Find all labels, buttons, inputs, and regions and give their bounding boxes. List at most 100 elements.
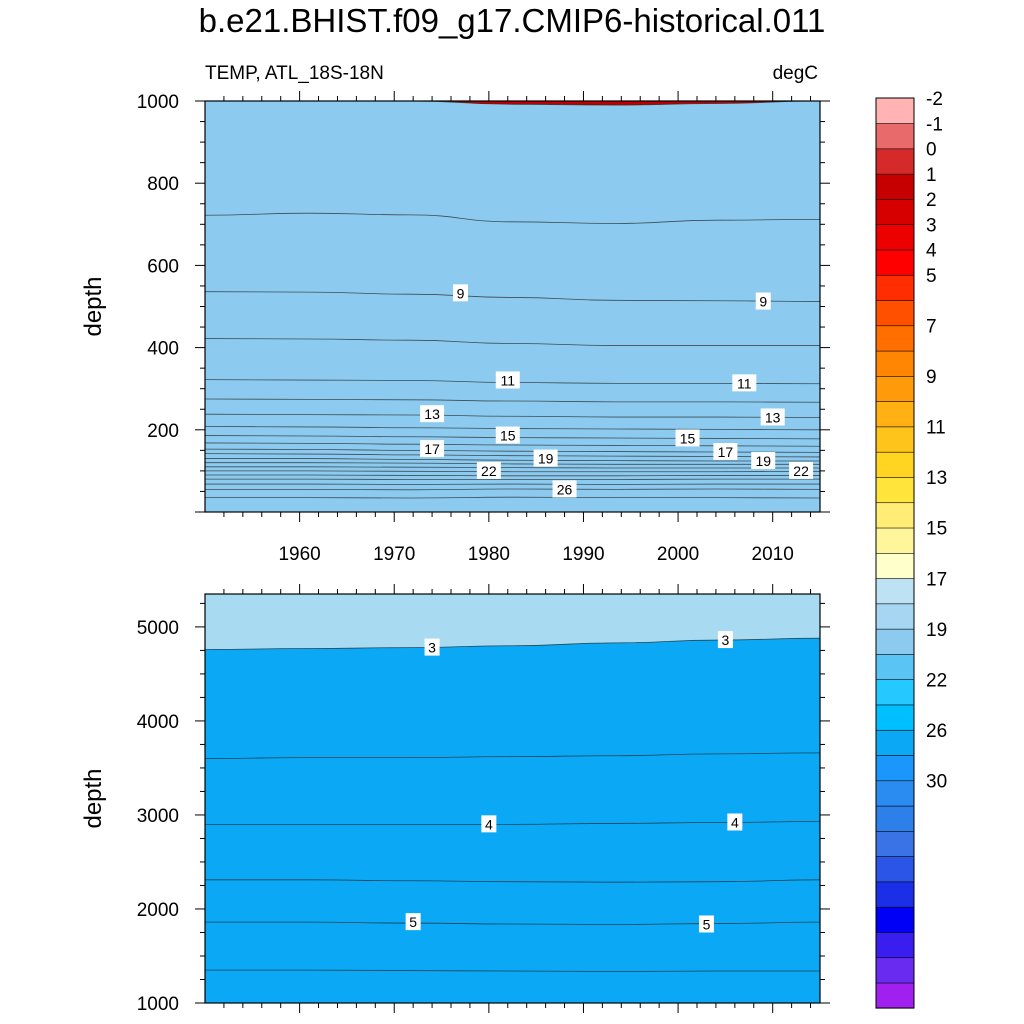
svg-text:9: 9 xyxy=(457,285,465,301)
colorbar-swatch xyxy=(875,957,915,984)
colorbar-swatch xyxy=(875,856,915,883)
isotherm-line xyxy=(205,212,820,224)
colorbar-swatch xyxy=(875,552,915,579)
contour-label: 13 xyxy=(760,408,785,426)
svg-text:5: 5 xyxy=(703,916,711,932)
x-tick-label: 2000 xyxy=(657,544,699,565)
svg-text:13: 13 xyxy=(424,406,440,422)
colorbar-swatch xyxy=(875,628,915,655)
colorbar-swatch xyxy=(875,881,915,908)
colorbar-swatch xyxy=(875,451,915,478)
isotherm-line xyxy=(205,969,820,972)
contour-label: 9 xyxy=(755,292,771,310)
svg-text:4: 4 xyxy=(485,816,493,832)
isotherm-line xyxy=(205,462,820,465)
svg-text:26: 26 xyxy=(557,481,573,497)
contour-label: 11 xyxy=(732,374,757,392)
colorbar-swatch xyxy=(875,780,915,807)
svg-text:22: 22 xyxy=(481,463,497,479)
svg-text:15: 15 xyxy=(500,428,516,444)
contour-label: 22 xyxy=(789,461,814,479)
contour-label: 15 xyxy=(495,426,520,444)
y-tick-label: 200 xyxy=(147,421,179,442)
y-axis-label: depth xyxy=(80,768,107,828)
y-tick-label: 3000 xyxy=(137,806,179,827)
colorbar-label: 0 xyxy=(926,140,937,161)
contour-label: 3 xyxy=(717,631,733,649)
colorbar-label: -2 xyxy=(926,89,943,110)
colorbar-swatch xyxy=(875,729,915,756)
svg-text:13: 13 xyxy=(765,409,781,425)
svg-text:3: 3 xyxy=(428,640,436,656)
x-tick-label: 1970 xyxy=(373,544,415,565)
isotherm-line xyxy=(205,470,820,473)
contour-label: 13 xyxy=(420,405,445,423)
lower-panel: 5 5 4 4 3 3 1000 2000 3000 4000 5000 depth xyxy=(80,584,830,1015)
contour-label: 15 xyxy=(675,429,700,447)
colorbar-swatch xyxy=(875,426,915,453)
isotherm-line xyxy=(383,101,820,106)
variable-region-label: TEMP, ATL_18S-18N xyxy=(205,63,384,84)
colorbar-swatch xyxy=(875,982,915,1009)
isotherm-line xyxy=(205,496,820,499)
plot-frame xyxy=(204,593,821,1004)
colorbar-swatch xyxy=(875,679,915,706)
units-label: degC xyxy=(772,63,818,84)
contour-label: 4 xyxy=(481,815,497,833)
contour-label: 22 xyxy=(476,461,501,479)
colorbar-label: 13 xyxy=(926,468,947,489)
svg-text:11: 11 xyxy=(737,375,752,391)
isotherm-line xyxy=(205,488,820,491)
contour-label: 19 xyxy=(751,452,776,470)
contour-label: 11 xyxy=(495,371,520,389)
contour-label: 4 xyxy=(727,813,743,831)
colorbar-label: 7 xyxy=(926,317,937,338)
colorbar-swatch xyxy=(875,603,915,630)
svg-text:4: 4 xyxy=(731,814,739,830)
y-tick-label: 2000 xyxy=(137,900,179,921)
colorbar-swatch xyxy=(875,198,915,225)
colorbar-swatch xyxy=(875,653,915,680)
colorbar-swatch xyxy=(875,476,915,504)
y-tick-label: 4000 xyxy=(137,712,179,733)
contour-label: 19 xyxy=(533,449,558,467)
colorbar-swatch xyxy=(875,325,915,352)
colorbar-swatch xyxy=(875,830,915,857)
colorbar-label: 4 xyxy=(926,241,937,262)
contour-label: 5 xyxy=(698,915,714,933)
colorbar: -2 -1 0 1 2 3 4 5 7 9 11 13 15 17 19 22 26 30 xyxy=(875,89,947,1009)
isotherm-line xyxy=(205,291,820,302)
isotherm-line xyxy=(205,398,820,403)
y-tick-label: 5000 xyxy=(137,618,179,639)
colorbar-swatch xyxy=(875,148,915,175)
isotherm-line xyxy=(205,921,820,925)
colorbar-label: 22 xyxy=(926,670,947,691)
isotherm-line xyxy=(205,413,820,418)
colorbar-label: 9 xyxy=(926,367,937,388)
isotherm-line xyxy=(205,879,820,883)
colorbar-swatch xyxy=(875,97,915,124)
colorbar-swatch xyxy=(875,274,915,301)
colorbar-swatch xyxy=(875,906,915,933)
colorbar-swatch xyxy=(875,173,915,200)
colorbar-label: 15 xyxy=(926,519,947,540)
isotherm-line xyxy=(205,458,820,462)
colorbar-swatch xyxy=(875,299,915,327)
svg-text:5: 5 xyxy=(409,914,417,930)
y-tick-label: 600 xyxy=(147,256,179,277)
svg-text:15: 15 xyxy=(680,430,696,446)
colorbar-swatch xyxy=(875,931,915,959)
contour-band xyxy=(205,101,820,512)
y-tick-label: 1000 xyxy=(137,994,179,1015)
svg-text:17: 17 xyxy=(424,441,440,457)
isotherm-line xyxy=(205,637,820,650)
colorbar-swatch xyxy=(875,401,915,428)
colorbar-label: 5 xyxy=(926,266,937,287)
y-tick-label: 400 xyxy=(147,339,179,360)
svg-text:9: 9 xyxy=(759,294,767,310)
colorbar-swatch xyxy=(875,704,915,731)
contour-label: 3 xyxy=(424,638,440,656)
contour-label: 5 xyxy=(405,913,421,931)
contour-band xyxy=(205,638,820,1003)
